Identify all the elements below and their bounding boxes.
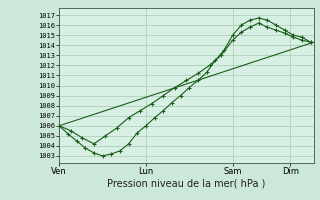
X-axis label: Pression niveau de la mer( hPa ): Pression niveau de la mer( hPa ) (107, 179, 266, 189)
